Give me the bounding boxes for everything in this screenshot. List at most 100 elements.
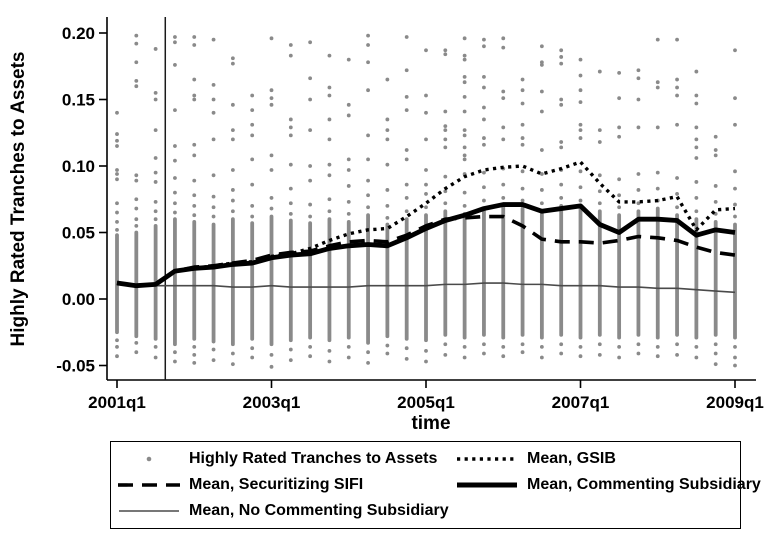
thick-line-marker-icon — [456, 480, 518, 490]
scatter-dot — [115, 210, 119, 215]
scatter-dot — [462, 157, 467, 162]
scatter-dot — [385, 351, 390, 356]
scatter-dot — [482, 198, 486, 203]
legend-label: Highly Rated Tranches to Assets — [189, 450, 438, 467]
scatter-dot — [482, 142, 486, 147]
scatter-dot — [462, 153, 467, 158]
scatter-dot — [655, 344, 660, 349]
scatter-dot — [230, 198, 235, 203]
scatter-dot — [211, 194, 216, 199]
scatter-dot — [192, 153, 197, 158]
scatter-dot — [539, 355, 544, 360]
scatter-dot — [539, 188, 544, 192]
scatter-dot — [424, 182, 428, 187]
scatter-dot — [230, 209, 235, 214]
scatter-dot-marker-icon — [118, 454, 180, 464]
scatter-dot — [443, 201, 448, 206]
scatter-dot — [655, 37, 660, 42]
scatter-dot — [115, 168, 119, 172]
scatter-dot — [462, 80, 467, 85]
scatter-dot — [134, 178, 139, 183]
scatter-dot — [327, 359, 332, 364]
thin-line-marker-icon — [118, 506, 180, 516]
scatter-dot — [694, 93, 699, 98]
scatter-dot — [617, 193, 622, 198]
scatter-dot — [250, 214, 255, 219]
scatter-dot — [694, 344, 699, 349]
scatter-dot — [115, 219, 119, 224]
legend-label: Mean, Securitizing SIFI — [189, 476, 364, 493]
scatter-dot — [559, 61, 564, 66]
scatter-dot — [366, 157, 370, 162]
scatter-dot — [250, 204, 255, 208]
scatter-dot — [134, 340, 139, 345]
scatter-dot — [578, 128, 583, 132]
scatter-dot — [134, 223, 139, 228]
scatter-dot — [192, 193, 197, 198]
scatter-dot — [134, 217, 139, 222]
scatter-dot — [675, 192, 679, 196]
scatter-dot — [443, 145, 448, 150]
scatter-dot — [539, 201, 544, 206]
scatter-dot — [733, 355, 737, 360]
scatter-dot — [713, 134, 718, 139]
scatter-dot — [327, 93, 332, 98]
y-tick-label: 0.15 — [62, 91, 95, 110]
scatter-dot — [385, 343, 390, 348]
scatter-dot — [597, 173, 602, 178]
scatter-dot — [675, 93, 679, 98]
scatter-dot — [424, 110, 428, 115]
scatter-dot — [501, 96, 506, 101]
scatter-dot — [482, 342, 486, 347]
scatter-dot — [520, 77, 525, 82]
scatter-dot — [578, 88, 583, 93]
scatter-dot — [366, 178, 370, 183]
scatter-dot — [424, 137, 428, 142]
scatter-dot — [675, 77, 679, 82]
scatter-dot — [713, 153, 718, 158]
scatter-dot — [308, 354, 313, 359]
scatter-dot — [327, 348, 332, 353]
scatter-dot — [617, 344, 622, 349]
scatter-dot — [173, 210, 177, 215]
y-tick-label: 0.20 — [62, 24, 95, 43]
scatter-dot — [173, 40, 177, 45]
scatter-dot — [173, 350, 177, 355]
scatter-dot — [559, 196, 564, 200]
scatter-dot — [115, 138, 119, 143]
scatter-dot — [462, 109, 467, 114]
scatter-dot — [308, 97, 313, 102]
scatter-dot — [501, 354, 506, 359]
scatter-dot — [230, 128, 235, 132]
scatter-dot — [134, 41, 139, 46]
scatter-dot — [443, 109, 448, 114]
scatter-dot — [733, 214, 737, 219]
scatter-dot — [404, 209, 409, 214]
scatter-dot — [482, 117, 486, 122]
scatter-dot — [617, 205, 622, 210]
scatter-dot — [424, 48, 428, 53]
scatter-dot — [578, 122, 583, 127]
scatter-dot — [308, 164, 313, 168]
scatter-dot — [462, 204, 467, 208]
scatter-dot — [192, 77, 197, 82]
scatter-dot — [578, 344, 583, 349]
scatter-dot — [462, 145, 467, 150]
scatter-dot — [288, 358, 293, 363]
scatter-dot — [366, 133, 370, 138]
scatter-dot — [288, 211, 293, 216]
x-tick-label: 2007q1 — [552, 393, 610, 412]
scatter-dot — [462, 190, 467, 195]
scatter-dot — [482, 85, 486, 90]
scatter-dot — [733, 122, 737, 127]
scatter-dot — [153, 355, 158, 360]
scatter-dot — [443, 128, 448, 132]
scatter-dot — [713, 362, 718, 367]
scatter-dot — [539, 148, 544, 152]
scatter-dot — [694, 69, 699, 74]
scatter-dot — [250, 133, 255, 138]
scatter-dot — [404, 148, 409, 152]
scatter-dot — [288, 186, 293, 191]
scatter-dot — [733, 363, 737, 368]
scatter-dot — [520, 88, 525, 93]
